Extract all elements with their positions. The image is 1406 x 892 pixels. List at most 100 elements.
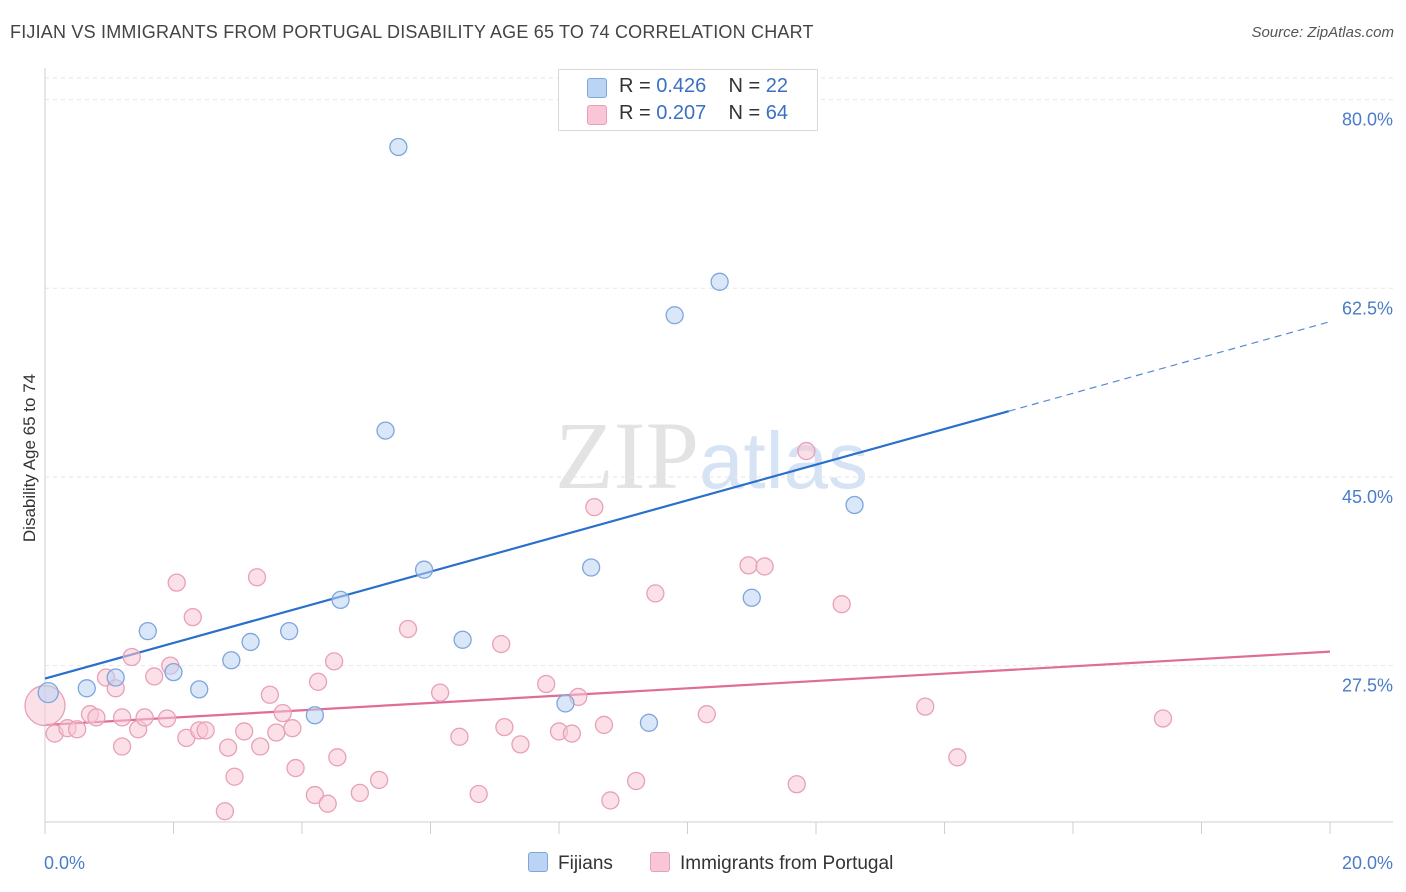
chart-title: FIJIAN VS IMMIGRANTS FROM PORTUGAL DISAB… <box>10 22 814 42</box>
fijians-point <box>414 560 434 579</box>
portugal-point <box>157 709 177 728</box>
portugal-point <box>324 652 344 671</box>
portugal-point <box>112 708 132 727</box>
portugal-point <box>832 595 851 614</box>
portugal-point <box>260 685 280 704</box>
fijians-n-label: N = <box>728 75 766 97</box>
portugal-point <box>251 737 270 756</box>
portugal-point <box>283 719 302 738</box>
fijians-point <box>845 495 864 515</box>
portugal-point <box>145 667 164 686</box>
portugal-point <box>398 619 418 639</box>
fijians-point <box>376 421 395 440</box>
source-label: Source: ZipAtlas.com <box>1251 24 1394 41</box>
portugal-point <box>273 703 292 723</box>
bottom-portugal-label: Immigrants from Portugal <box>680 853 894 874</box>
bottom-portugal-swatch <box>650 852 670 872</box>
portugal-trend-line <box>44 650 1331 727</box>
portugal-point <box>511 735 530 754</box>
y-tick-label: 80.0% <box>1342 110 1393 130</box>
portugal-point <box>369 770 389 790</box>
bottom-fijians-label: Fijians <box>558 853 613 874</box>
portugal-point <box>122 647 141 667</box>
portugal-point <box>247 568 267 587</box>
portugal-point <box>562 724 581 743</box>
portugal-point <box>328 748 347 767</box>
fijians-swatch <box>587 78 607 98</box>
portugal-point <box>495 717 514 737</box>
portugal-point <box>308 672 328 691</box>
portugal-point <box>318 794 337 813</box>
portugal-point <box>1153 709 1173 728</box>
fijians-point <box>190 680 209 699</box>
fijians-point <box>331 590 350 610</box>
portugal-point <box>286 758 305 778</box>
tick-labels: 27.5% 45.0% 62.5% 80.0% 0.0% 20.0% <box>44 110 1393 873</box>
portugal-point <box>135 708 154 727</box>
fijians-point <box>106 668 125 687</box>
fijians-point <box>581 558 601 577</box>
fijians-point <box>305 706 325 725</box>
y-tick-label: 62.5% <box>1342 298 1393 318</box>
fijians-trend-extension <box>1008 321 1331 412</box>
portugal-point <box>167 573 186 592</box>
portugal-point <box>67 720 87 739</box>
fijians-point <box>639 713 659 732</box>
portugal-point <box>450 727 469 746</box>
portugal-point <box>112 737 132 756</box>
grid-lines <box>45 77 1393 667</box>
fijians-r-label: R = <box>619 75 657 97</box>
fijians-point <box>241 632 260 652</box>
portugal-n-value: 64 <box>765 102 789 124</box>
data-points <box>24 137 1173 821</box>
portugal-r-label: R = <box>619 102 657 124</box>
portugal-point <box>787 775 806 794</box>
watermark: ZIPatlas <box>555 400 868 511</box>
portugal-point <box>87 708 106 727</box>
fijians-point <box>389 137 408 157</box>
bottom-fijians-swatch <box>528 852 548 872</box>
fijians-n-value: 22 <box>765 75 789 97</box>
portugal-point <box>948 748 967 767</box>
portugal-point <box>492 634 511 654</box>
portugal-point <box>350 783 369 803</box>
portugal-point <box>215 802 235 821</box>
watermark-zip: ZIP <box>555 402 699 509</box>
portugal-swatch <box>587 105 607 125</box>
bottom-legend-portugal: Immigrants from Portugal <box>650 852 893 875</box>
portugal-point <box>797 441 816 461</box>
bottom-legend-fijians: Fijians <box>528 852 613 875</box>
fijians-point <box>453 630 472 649</box>
portugal-point <box>235 722 254 741</box>
y-tick-label: 45.0% <box>1342 487 1393 507</box>
portugal-point <box>594 715 614 735</box>
stats-legend: R = 0.426 N = 22 R = 0.207 N = 64 <box>558 69 818 131</box>
portugal-point <box>916 697 935 716</box>
portugal-point <box>601 791 620 810</box>
portugal-point <box>537 674 556 694</box>
fijians-point <box>138 621 157 641</box>
fijians-point <box>665 306 684 325</box>
portugal-point <box>430 683 450 702</box>
portugal-point <box>755 557 774 576</box>
portugal-point <box>183 607 202 627</box>
portugal-point <box>305 785 325 805</box>
fijians-r-value: 0.426 <box>656 75 707 97</box>
fijians-point <box>710 272 729 291</box>
trend-lines <box>44 321 1331 727</box>
x-tick-label-max: 20.0% <box>1342 853 1393 873</box>
axes <box>44 68 1393 834</box>
portugal-point <box>697 705 716 724</box>
portugal-point <box>225 767 244 786</box>
portugal-point <box>267 723 286 742</box>
x-tick-label-min: 0.0% <box>44 853 85 873</box>
portugal-point <box>626 771 646 791</box>
fijians-trend-line <box>44 410 1010 680</box>
portugal-r-value: 0.207 <box>656 102 707 124</box>
fijians-point <box>164 662 183 682</box>
y-tick-label: 27.5% <box>1342 676 1393 696</box>
portugal-n-label: N = <box>728 102 766 124</box>
fijians-point <box>279 621 299 641</box>
portugal-point <box>218 738 238 757</box>
